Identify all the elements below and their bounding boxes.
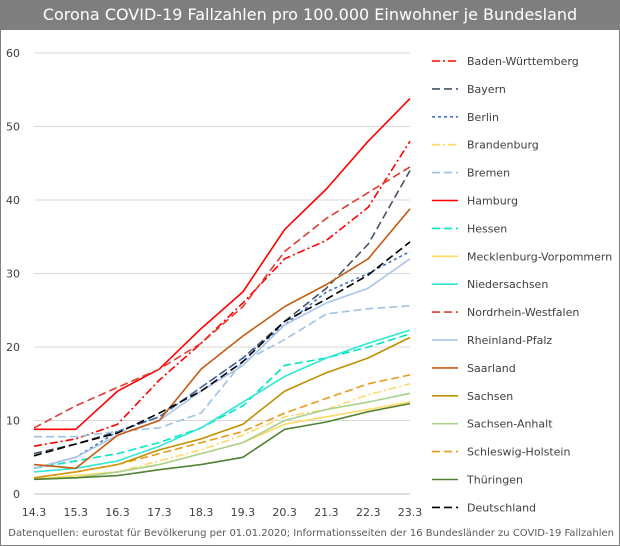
- legend-label: Deutschland: [467, 501, 536, 514]
- series-line-nordrhein-westfalen: [33, 166, 411, 429]
- legend-label: Saarland: [467, 362, 516, 375]
- y-tick-label: 60: [6, 47, 20, 60]
- series-line-rheinland-pfalz: [33, 258, 411, 470]
- legend-label: Thüringen: [466, 474, 523, 487]
- x-tick-label: 21.3: [314, 506, 339, 519]
- x-tick-label: 17.3: [147, 506, 172, 519]
- series-line-baden-wuerttemberg: [33, 140, 411, 447]
- legend-label: Niedersachsen: [467, 278, 548, 291]
- legend-label: Mecklenburg-Vorpommern: [467, 250, 612, 263]
- series-line-mecklenburg-vorpommern: [33, 401, 411, 481]
- x-tick-label: 20.3: [272, 506, 297, 519]
- series-line-brandenburg: [33, 383, 411, 481]
- legend-label: Nordrhein-Westfalen: [467, 306, 579, 319]
- series-layer: [33, 98, 411, 481]
- x-tick-label: 14.3: [22, 506, 47, 519]
- legend-label: Baden-Württemberg: [467, 55, 579, 68]
- axes: 0 10 20 30 40 50 60 14.3 15.3 16.3 17.3 18.3 19.3 20.…: [6, 47, 422, 519]
- x-tick-label: 22.3: [356, 506, 381, 519]
- y-tick-label: 0: [13, 488, 20, 501]
- series-line-saarland: [33, 208, 411, 470]
- x-tick-label: 15.3: [64, 506, 89, 519]
- series-line-hamburg: [34, 98, 411, 431]
- legend-label: Rheinland-Pfalz: [467, 334, 552, 347]
- series-line-sachsen-anhalt: [33, 392, 411, 481]
- series-line-hessen: [33, 333, 411, 470]
- legend-label: Berlin: [467, 111, 499, 124]
- series-line-thueringen: [33, 402, 411, 481]
- x-tick-label: 19.3: [231, 506, 256, 519]
- y-tick-label: 20: [6, 341, 20, 354]
- legend-label: Hessen: [467, 222, 507, 235]
- legend-label: Bayern: [467, 83, 506, 96]
- grid-lines: [34, 52, 410, 421]
- series-line-bremen: [34, 305, 411, 438]
- x-tick-label: 16.3: [105, 506, 130, 519]
- legend-label: Sachsen: [467, 390, 513, 403]
- x-tick-label: 18.3: [189, 506, 214, 519]
- legend-label: Sachsen-Anhalt: [467, 418, 553, 431]
- legend-label: Schleswig-Holstein: [467, 446, 570, 459]
- y-tick-label: 10: [6, 415, 20, 428]
- series-line-schleswig-holstein: [33, 374, 411, 479]
- source-note: Datenquellen: eurostat für Bevölkerung p…: [8, 528, 614, 539]
- line-chart: 0 10 20 30 40 50 60 14.3 15.3 16.3 17.3 18.3 19.3 20.…: [6, 47, 612, 519]
- legend-label: Brandenburg: [467, 139, 539, 152]
- x-tick-label: 23.3: [398, 506, 423, 519]
- legend-label: Bremen: [467, 167, 510, 180]
- y-tick-label: 30: [6, 268, 20, 281]
- series-line-deutschland: [33, 241, 411, 457]
- y-tick-label: 40: [6, 194, 20, 207]
- legend: Baden-Württemberg Bayern Berlin Brandenburg…: [432, 55, 612, 514]
- chart-title: Corona COVID-19 Fallzahlen pro 100.000 E…: [0, 0, 620, 30]
- series-line-bayern: [33, 170, 411, 455]
- series-line-berlin: [33, 250, 411, 470]
- legend-label: Hamburg: [467, 195, 518, 208]
- series-line-niedersachsen: [33, 329, 411, 473]
- y-tick-label: 50: [6, 121, 20, 134]
